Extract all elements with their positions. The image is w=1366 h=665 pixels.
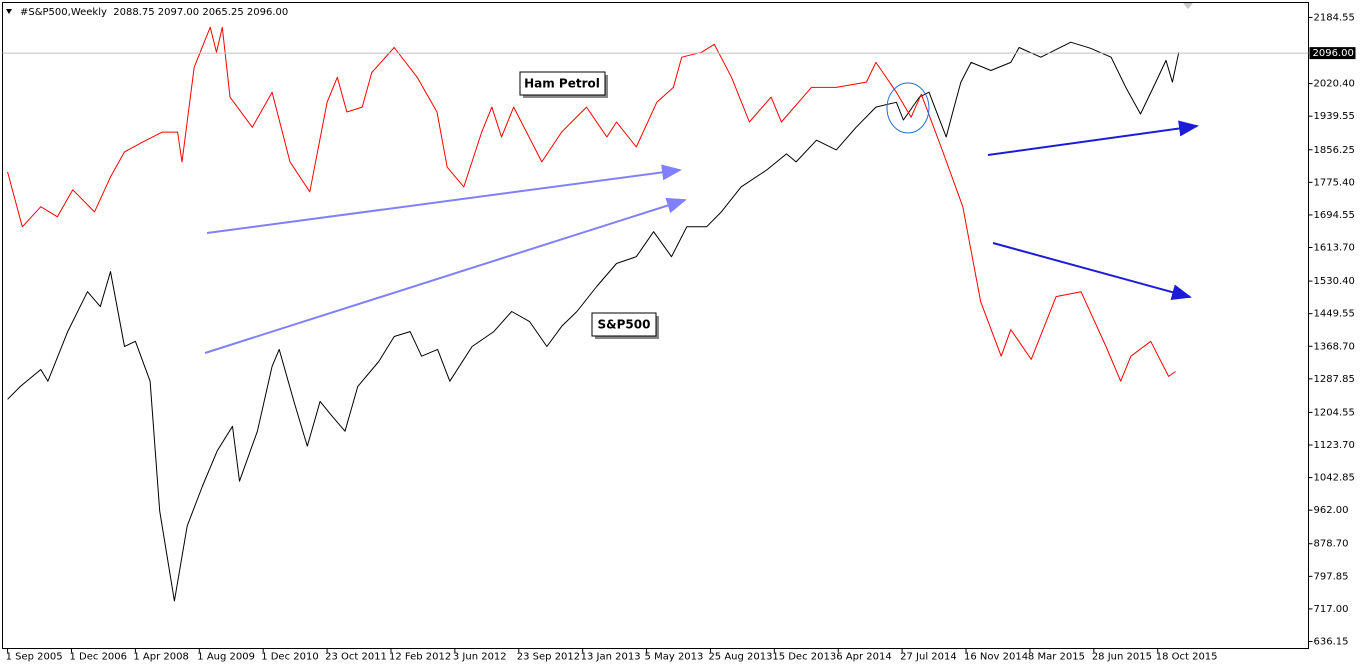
menu-triangle [6, 9, 12, 14]
shift-marker [1183, 3, 1193, 9]
price-label-bg [1309, 47, 1356, 60]
trend-arrow [204, 197, 687, 354]
y-tick-label: 1856.25 [1314, 145, 1355, 156]
x-tick-label: 25 Aug 2013 [708, 652, 772, 663]
y-tick-label: 1694.55 [1314, 210, 1355, 221]
x-tick-label: 1 Aug 2009 [197, 652, 255, 663]
label-box [591, 312, 657, 337]
x-tick-label: 28 Jun 2015 [1092, 652, 1152, 663]
lines-layer [7, 26, 1180, 602]
y-tick-label: 1287.85 [1314, 374, 1355, 385]
y-tick-label: 878.70 [1314, 539, 1349, 550]
price-label: 2096.00 [1313, 48, 1354, 59]
y-tick-label: 717.00 [1314, 604, 1349, 615]
y-tick-label: 2020.40 [1314, 79, 1355, 90]
x-tick-label: 15 Dec 2013 [772, 652, 836, 663]
x-tick-label: 13 Jan 2013 [581, 652, 641, 663]
x-tick-label: 16 Nov 2014 [964, 652, 1028, 663]
trend-arrow [992, 242, 1192, 300]
y-tick-label: 1042.85 [1314, 473, 1355, 484]
y-tick-label: 797.85 [1314, 571, 1349, 582]
x-tick-label: 6 Apr 2014 [836, 652, 891, 663]
crossover-circle [886, 82, 930, 134]
y-tick-label: 962.00 [1314, 505, 1349, 516]
trend-arrow [206, 164, 682, 234]
series-label: S&P500 [598, 318, 651, 332]
y-tick-label: 1368.70 [1314, 341, 1355, 352]
x-tick-label: 23 Oct 2011 [325, 652, 387, 663]
y-tick-label: 1530.40 [1314, 276, 1355, 287]
y-tick-label: 2184.55 [1314, 12, 1355, 23]
chart-title: #S&P500,Weekly 2088.75 2097.00 2065.25 2… [20, 7, 288, 18]
y-tick-label: 1775.40 [1314, 177, 1355, 188]
y-tick-label: 1123.70 [1314, 440, 1355, 451]
y-tick-label: 1939.55 [1314, 111, 1355, 122]
x-tick-label: 8 Mar 2015 [1028, 652, 1085, 663]
trend-arrow [987, 120, 1199, 156]
x-tick-label: 1 Sep 2005 [6, 652, 63, 663]
y-tick-label: 636.15 [1314, 637, 1349, 648]
y-tick-label: 1613.70 [1314, 243, 1355, 254]
y-tick-label: 1204.55 [1314, 407, 1355, 418]
series-line [7, 41, 1180, 602]
x-tick-label: 5 May 2013 [645, 652, 704, 663]
x-tick-label: 12 Feb 2012 [389, 652, 451, 663]
x-tick-label: 18 Oct 2015 [1156, 652, 1218, 663]
series-label: Ham Petrol [524, 77, 600, 91]
x-tick-label: 1 Dec 2010 [261, 652, 319, 663]
x-tick-label: 27 Jul 2014 [900, 652, 957, 663]
label-box [519, 71, 606, 96]
x-tick-label: 1 Dec 2006 [70, 652, 128, 663]
series-line [7, 26, 1176, 382]
y-tick-label: 1449.55 [1314, 309, 1355, 320]
x-tick-label: 3 Jun 2012 [453, 652, 507, 663]
x-tick-label: 23 Sep 2012 [517, 652, 580, 663]
x-tick-label: 1 Apr 2008 [133, 652, 188, 663]
